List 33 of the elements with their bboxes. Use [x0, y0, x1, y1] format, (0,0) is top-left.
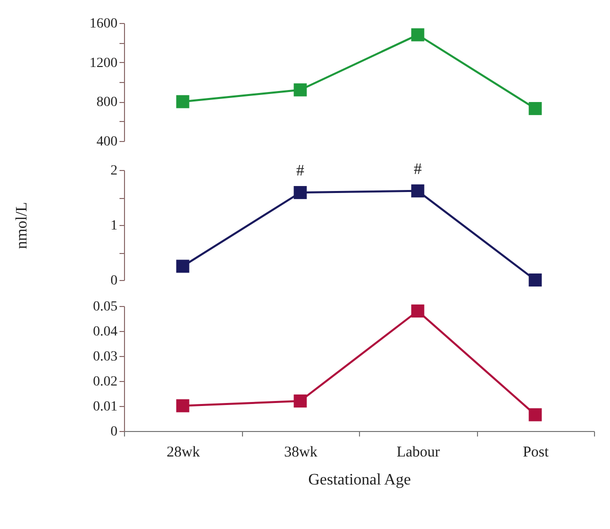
y-tick-label: 0.03: [93, 350, 118, 364]
point: [176, 95, 190, 108]
point: [528, 273, 542, 287]
y-tick-label: 0: [110, 274, 118, 288]
y-tick-label: 400: [96, 134, 118, 150]
x-tick-label: Labour: [396, 444, 440, 460]
x-tick-label: 38wk: [284, 444, 318, 460]
point: [528, 408, 542, 422]
y-tick-label: 800: [96, 95, 118, 110]
y-tick-label: 2: [110, 164, 118, 178]
y-axis-title: nmol/L: [14, 202, 30, 250]
y-tick-label: 0.01: [93, 400, 118, 414]
point: [411, 28, 424, 42]
x-tick-label: Post: [522, 444, 550, 460]
y-tick-label: 0.05: [93, 300, 118, 314]
point: [411, 184, 424, 198]
point: [176, 260, 190, 273]
x-axis-title: Gestational Age: [308, 472, 411, 488]
point: [411, 304, 424, 318]
y-tick-label: 1: [110, 218, 118, 234]
annotation: #: [296, 162, 304, 180]
point: [294, 394, 307, 408]
point: [294, 186, 307, 200]
y-tick-label: 0.04: [93, 324, 118, 340]
y-tick-label: 1200: [90, 56, 118, 71]
annotation: #: [414, 160, 422, 178]
point: [294, 83, 307, 96]
x-tick-label: 28wk: [166, 444, 200, 460]
y-tick-label: 0: [110, 424, 118, 440]
y-tick-label: 1600: [90, 16, 118, 32]
point: [176, 399, 190, 412]
point: [528, 102, 542, 116]
y-tick-label: 0.02: [93, 374, 118, 390]
